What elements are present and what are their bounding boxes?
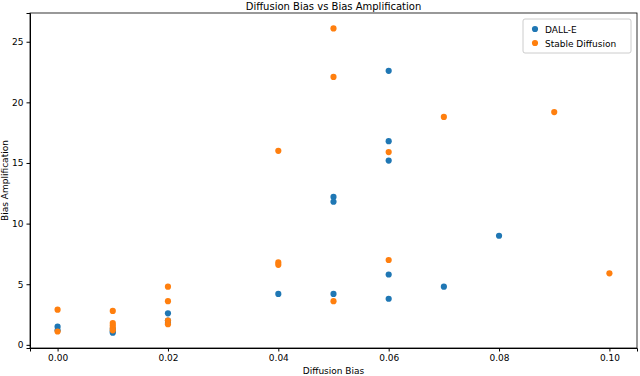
point bbox=[386, 138, 392, 144]
y-tick: 5 bbox=[18, 280, 30, 290]
x-tick: 0.08 bbox=[490, 348, 510, 363]
point bbox=[330, 74, 336, 80]
y-tick-label: 15 bbox=[12, 158, 23, 168]
y-axis: 0 5 10 15 20 25 bbox=[12, 14, 30, 351]
point bbox=[441, 284, 447, 290]
series bbox=[55, 68, 503, 336]
y-tick-mark bbox=[27, 284, 31, 285]
y-tick: 20 bbox=[12, 98, 30, 108]
point bbox=[441, 114, 447, 120]
point bbox=[165, 298, 171, 304]
x-tick-label: 0.04 bbox=[269, 353, 289, 363]
legend-label: Stable Diffusion bbox=[545, 39, 616, 49]
point bbox=[386, 149, 392, 155]
point bbox=[110, 327, 116, 333]
point bbox=[386, 271, 392, 277]
points bbox=[55, 25, 613, 336]
y-tick: 10 bbox=[12, 219, 30, 229]
x-tick-label: 0.10 bbox=[600, 353, 620, 363]
chart: 0.00 0.02 0.04 0.06 0.08 0.10 0 5 10 15 20 25 Diffus… bbox=[0, 0, 640, 376]
x-axis-title: Diffusion Bias bbox=[303, 366, 365, 376]
y-tick-label: 20 bbox=[12, 98, 24, 108]
y-tick-mark bbox=[27, 345, 31, 346]
series bbox=[55, 25, 613, 334]
point bbox=[110, 308, 116, 314]
point bbox=[386, 257, 392, 263]
point bbox=[275, 262, 281, 268]
y-tick-label: 25 bbox=[12, 37, 23, 47]
point bbox=[386, 296, 392, 302]
point bbox=[496, 233, 502, 239]
y-tick-mark bbox=[27, 163, 31, 164]
y-tick: 15 bbox=[12, 158, 30, 168]
legend: DALL-E Stable Diffusion bbox=[523, 19, 631, 53]
x-tick-label: 0.00 bbox=[48, 353, 68, 363]
x-tick-label: 0.06 bbox=[379, 353, 399, 363]
point bbox=[386, 157, 392, 163]
y-tick-label: 5 bbox=[18, 280, 24, 290]
x-tick: 0.06 bbox=[379, 348, 399, 363]
x-tick-label: 0.02 bbox=[158, 353, 178, 363]
title: Diffusion Bias vs Bias Amplification bbox=[246, 1, 422, 12]
point bbox=[165, 284, 171, 290]
y-tick: 0 bbox=[18, 340, 30, 350]
point bbox=[386, 68, 392, 74]
x-tick-mark bbox=[58, 348, 59, 352]
legend-marker bbox=[532, 40, 538, 46]
point bbox=[275, 291, 281, 297]
x-tick: 0.04 bbox=[269, 348, 289, 363]
plot-frame bbox=[30, 13, 637, 348]
y-tick-mark bbox=[27, 42, 31, 43]
point bbox=[606, 270, 612, 276]
point bbox=[330, 298, 336, 304]
x-axis: 0.00 0.02 0.04 0.06 0.08 0.10 bbox=[31, 348, 638, 363]
point bbox=[165, 310, 171, 316]
point bbox=[330, 291, 336, 297]
x-tick-mark bbox=[278, 348, 279, 352]
x-axis-line bbox=[31, 349, 638, 352]
y-tick-label: 0 bbox=[18, 340, 24, 350]
point bbox=[55, 307, 61, 313]
x-tick: 0.10 bbox=[600, 348, 620, 363]
x-tick: 0.00 bbox=[48, 348, 68, 363]
y-tick-label: 10 bbox=[12, 219, 24, 229]
legend-box bbox=[523, 19, 631, 53]
x-tick-mark bbox=[499, 348, 500, 352]
point bbox=[275, 148, 281, 154]
x-tick: 0.02 bbox=[158, 348, 178, 363]
point bbox=[165, 321, 171, 327]
y-tick: 25 bbox=[12, 37, 30, 47]
point bbox=[330, 199, 336, 205]
legend-label: DALL-E bbox=[545, 25, 577, 35]
y-axis-title: Bias Amplification bbox=[0, 140, 10, 221]
x-tick-label: 0.08 bbox=[490, 353, 510, 363]
x-tick-mark bbox=[168, 348, 169, 352]
point bbox=[330, 25, 336, 31]
point bbox=[551, 109, 557, 115]
legend-marker bbox=[532, 26, 538, 32]
y-tick-mark bbox=[27, 224, 31, 225]
y-tick-mark bbox=[27, 102, 31, 103]
x-tick-mark bbox=[609, 348, 610, 352]
point bbox=[55, 328, 61, 334]
x-tick-mark bbox=[389, 348, 390, 352]
